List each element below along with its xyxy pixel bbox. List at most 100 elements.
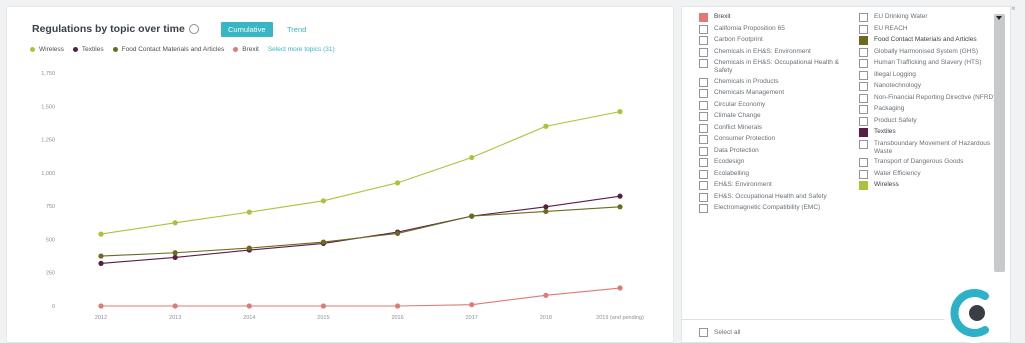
topic-option[interactable]: Transport of Dangerous Goods xyxy=(859,158,1009,167)
topic-checkbox[interactable] xyxy=(699,59,708,68)
topic-checkbox[interactable] xyxy=(699,146,708,156)
data-point[interactable] xyxy=(543,123,549,129)
topic-option[interactable]: California Proposition 65 xyxy=(699,24,849,34)
data-point[interactable] xyxy=(617,193,623,199)
topic-checkbox[interactable] xyxy=(859,36,868,45)
data-point[interactable] xyxy=(246,209,252,215)
topic-option[interactable]: Chemicals in EH&S: Occupational Health &… xyxy=(699,59,849,75)
topic-option[interactable]: Electromagnetic Compatibility (EMC) xyxy=(699,204,849,213)
topic-checkbox[interactable] xyxy=(699,77,708,87)
topic-option[interactable]: Product Safety xyxy=(859,116,1009,126)
data-point[interactable] xyxy=(98,303,104,309)
data-point[interactable] xyxy=(617,204,623,210)
topic-list-scrollbar[interactable] xyxy=(994,14,1005,272)
data-point[interactable] xyxy=(172,254,178,261)
data-point[interactable] xyxy=(469,302,475,308)
topic-option[interactable]: Data Protection xyxy=(699,146,849,156)
topic-checkbox[interactable] xyxy=(699,181,708,190)
topic-option[interactable]: Ecodesign xyxy=(699,158,849,167)
topic-checkbox[interactable] xyxy=(699,36,708,45)
topic-option[interactable]: Circular Economy xyxy=(699,100,849,110)
select-all-option[interactable]: Select all xyxy=(699,328,740,337)
topic-checkbox[interactable] xyxy=(859,169,868,179)
select-all-checkbox[interactable] xyxy=(699,328,708,337)
topic-checkbox[interactable] xyxy=(859,24,868,34)
data-point[interactable] xyxy=(543,292,549,298)
close-icon[interactable]: × xyxy=(1011,4,1016,13)
data-point[interactable] xyxy=(394,303,401,309)
topic-checkbox[interactable] xyxy=(859,139,868,149)
topic-option[interactable]: Packaging xyxy=(859,105,1009,114)
topic-option[interactable]: Transboundary Movement of Hazardous Wast… xyxy=(859,139,1009,156)
topic-checkbox[interactable] xyxy=(859,128,868,137)
data-point[interactable] xyxy=(394,230,401,237)
data-point[interactable] xyxy=(469,154,475,161)
data-point[interactable] xyxy=(172,250,178,256)
data-point[interactable] xyxy=(543,208,549,215)
topic-option[interactable]: Illegal Logging xyxy=(859,70,1009,80)
topic-option[interactable]: Ecolabelling xyxy=(699,169,849,179)
data-point[interactable] xyxy=(98,231,104,237)
topic-option[interactable]: Carbon Footprint xyxy=(699,36,849,45)
data-point[interactable] xyxy=(172,220,178,226)
topic-checkbox[interactable] xyxy=(699,89,708,98)
topic-checkbox[interactable] xyxy=(859,105,868,114)
topic-checkbox[interactable] xyxy=(859,116,868,126)
data-point[interactable] xyxy=(172,303,178,309)
data-point[interactable] xyxy=(98,253,104,259)
topic-option[interactable]: Brexit xyxy=(699,13,849,22)
topic-checkbox[interactable] xyxy=(859,93,868,103)
data-point[interactable] xyxy=(543,204,549,210)
trend-toggle[interactable]: Trend xyxy=(287,25,307,34)
topic-checkbox[interactable] xyxy=(859,47,868,57)
topic-checkbox[interactable] xyxy=(699,47,708,57)
topic-option[interactable]: Chemicals in Products xyxy=(699,77,849,87)
topic-option[interactable]: Textiles xyxy=(859,128,1009,137)
legend-item-wireless[interactable]: Wireless xyxy=(30,46,64,53)
topic-option[interactable]: Chemicals in EH&S: Environment xyxy=(699,47,849,57)
topic-checkbox[interactable] xyxy=(699,204,708,213)
topic-option[interactable]: EH&S: Environment xyxy=(699,181,849,190)
data-point[interactable] xyxy=(617,285,623,291)
data-point[interactable] xyxy=(469,213,475,219)
topic-checkbox[interactable] xyxy=(859,13,868,22)
topic-checkbox[interactable] xyxy=(699,112,708,121)
topic-option[interactable]: Water Efficiency xyxy=(859,169,1009,179)
info-icon[interactable] xyxy=(188,24,199,34)
topic-checkbox[interactable] xyxy=(699,13,708,22)
data-point[interactable] xyxy=(246,303,252,309)
topic-option[interactable]: Chemicals Management xyxy=(699,89,849,98)
topic-checkbox[interactable] xyxy=(859,70,868,80)
topic-option[interactable]: Wireless xyxy=(859,181,1009,190)
data-point[interactable] xyxy=(246,245,252,251)
topic-option[interactable]: Food Contact Materials and Articles xyxy=(859,36,1009,45)
data-point[interactable] xyxy=(617,109,623,115)
topic-checkbox[interactable] xyxy=(859,181,868,190)
topic-checkbox[interactable] xyxy=(859,82,868,91)
legend-item-food-contact[interactable]: Food Contact Materials and Articles xyxy=(112,46,224,53)
topic-option[interactable]: Nanotechnology xyxy=(859,82,1009,91)
topic-checkbox[interactable] xyxy=(859,59,868,68)
topic-checkbox[interactable] xyxy=(699,123,708,133)
data-point[interactable] xyxy=(320,198,327,204)
topic-option[interactable]: Globally Harmonised System (GHS) xyxy=(859,47,1009,57)
legend-item-textiles[interactable]: Textiles xyxy=(72,46,104,53)
data-point[interactable] xyxy=(320,239,327,245)
legend-item-brexit[interactable]: Brexit xyxy=(233,46,259,53)
topic-checkbox[interactable] xyxy=(859,158,868,167)
topic-checkbox[interactable] xyxy=(699,135,708,144)
data-point[interactable] xyxy=(98,260,104,266)
select-more-topics-link[interactable]: Select more topics (31) xyxy=(267,46,335,53)
topic-option[interactable]: Conflict Minerals xyxy=(699,123,849,133)
topic-checkbox[interactable] xyxy=(699,192,708,202)
topic-checkbox[interactable] xyxy=(699,169,708,179)
topic-option[interactable]: EU Drinking Water xyxy=(859,13,1009,22)
topic-option[interactable]: EU REACH xyxy=(859,24,1009,34)
topic-option[interactable]: Non-Financial Reporting Directive (NFRD) xyxy=(859,93,1009,103)
topic-checkbox[interactable] xyxy=(699,158,708,167)
cumulative-toggle[interactable]: Cumulative xyxy=(221,22,273,37)
topic-checkbox[interactable] xyxy=(699,100,708,110)
scroll-down-arrow-icon[interactable] xyxy=(996,16,1002,20)
data-point[interactable] xyxy=(394,180,401,186)
topic-checkbox[interactable] xyxy=(699,24,708,34)
